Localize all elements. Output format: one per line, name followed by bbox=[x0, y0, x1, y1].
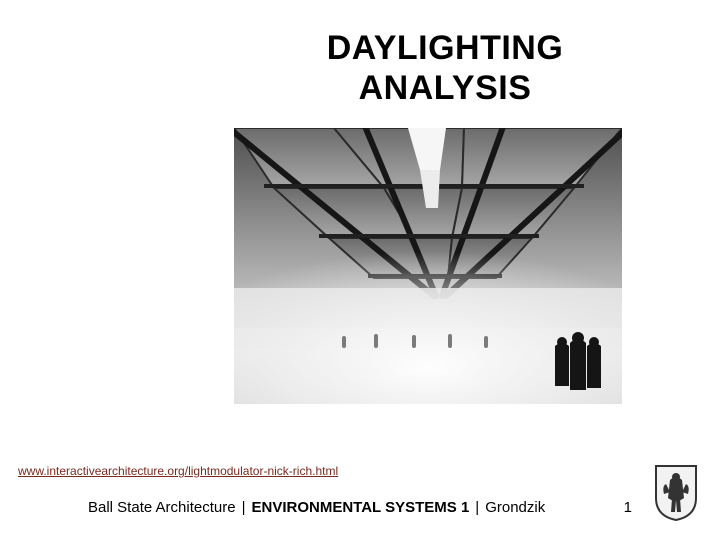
slide-title: DAYLIGHTING ANALYSIS bbox=[0, 28, 720, 108]
slide: DAYLIGHTING ANALYSIS bbox=[0, 0, 720, 540]
footer-separator-2: | bbox=[475, 499, 479, 516]
footer-instructor: Grondzik bbox=[485, 499, 545, 516]
footer-org: Ball State Architecture bbox=[88, 499, 236, 516]
footer-course: ENVIRONMENTAL SYSTEMS 1 bbox=[251, 499, 469, 516]
footer-separator-1: | bbox=[242, 499, 246, 516]
source-link-anchor[interactable]: www.interactivearchitecture.org/lightmod… bbox=[18, 464, 338, 478]
hero-image bbox=[234, 128, 622, 404]
crest-svg bbox=[654, 464, 698, 522]
slide-footer: Ball State Architecture | ENVIRONMENTAL … bbox=[0, 499, 720, 516]
page-number: 1 bbox=[624, 499, 632, 516]
title-line-2: ANALYSIS bbox=[359, 69, 532, 107]
source-url[interactable]: www.interactivearchitecture.org/lightmod… bbox=[18, 464, 338, 478]
crest-icon bbox=[654, 464, 698, 522]
title-line-1: DAYLIGHTING bbox=[327, 29, 564, 67]
daylighting-interior-svg bbox=[234, 128, 622, 404]
